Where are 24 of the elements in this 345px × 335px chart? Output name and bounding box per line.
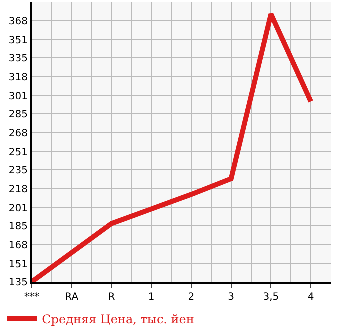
x-tick-label: 3: [228, 292, 235, 303]
y-tick-label: 168: [8, 240, 28, 252]
x-tick-label: ***: [24, 292, 40, 303]
x-tick-label: 2: [188, 292, 195, 303]
y-tick-label: 301: [8, 92, 28, 103]
y-tick-label: 218: [8, 184, 28, 196]
y-tick-label: 335: [8, 54, 28, 64]
y-tick-label: 185: [8, 222, 28, 232]
legend-label: Средняя Цена, тыс. йен: [42, 312, 194, 327]
y-tick-label: 318: [8, 72, 28, 84]
y-tick-label: 151: [8, 260, 28, 271]
y-tick-label: 201: [8, 204, 28, 215]
x-tick-label: 4: [308, 292, 314, 303]
x-tick-label: RA: [65, 292, 79, 303]
y-tick-label: 135: [8, 278, 28, 288]
x-tick-label: R: [108, 292, 116, 303]
x-tick-label: 3,5: [263, 292, 280, 303]
y-tick-label: 235: [8, 166, 28, 176]
y-tick-label: 351: [8, 36, 28, 47]
y-tick-label: 368: [8, 16, 28, 28]
y-tick-label: 285: [8, 110, 28, 120]
y-tick-label: 251: [8, 148, 28, 159]
x-tick-label: 1: [148, 292, 155, 303]
y-tick-label: 268: [8, 128, 28, 140]
